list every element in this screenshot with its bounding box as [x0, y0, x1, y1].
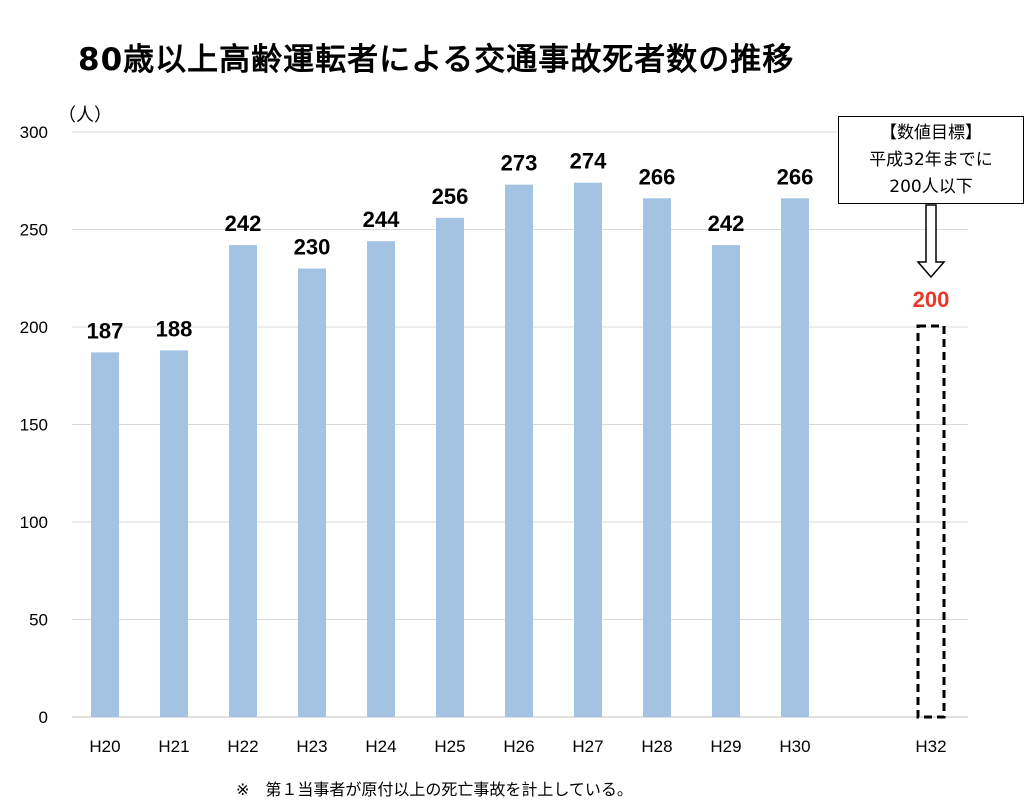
- data-label-H25: 256: [432, 184, 469, 209]
- data-label-H27: 274: [570, 149, 607, 174]
- x-tick-label-H23: H23: [296, 737, 327, 756]
- data-label-H23: 230: [294, 235, 331, 260]
- x-tick-label-H32: H32: [915, 737, 946, 756]
- bar-chart: 0 50 100 150 200 250 300 187 H20 188 H21 242 H22 230 H…: [20, 123, 968, 756]
- bar-H22: [229, 245, 257, 717]
- x-tick-label-H30: H30: [779, 737, 810, 756]
- bar-H29: [712, 245, 740, 717]
- y-tick-label-250: 250: [20, 221, 48, 240]
- data-label-H30: 266: [777, 164, 814, 189]
- x-tick-label-H25: H25: [434, 737, 465, 756]
- y-tick-label-200: 200: [20, 318, 48, 337]
- data-label-H26: 273: [501, 151, 538, 176]
- data-label-H24: 244: [363, 207, 400, 232]
- y-tick-label-0: 0: [39, 708, 48, 727]
- x-tick-label-H28: H28: [641, 737, 672, 756]
- target-value-label: 200: [913, 287, 950, 312]
- footnote: ※ 第１当事者が原付以上の死亡事故を計上している。: [236, 780, 633, 799]
- x-tick-label-H21: H21: [158, 737, 189, 756]
- data-label-H29: 242: [708, 211, 745, 236]
- data-label-H22: 242: [225, 211, 262, 236]
- bar-H24: [367, 241, 395, 717]
- bar-H30: [781, 198, 809, 718]
- y-tick-label-50: 50: [29, 611, 48, 630]
- bar-H23: [298, 268, 326, 717]
- target-bar-H32: [916, 324, 946, 719]
- chart-title: 80歳以上高齢運転者による交通事故死者数の推移: [78, 42, 795, 78]
- target-callout-line2: 平成32年までに: [869, 150, 993, 170]
- bar-H26: [505, 184, 533, 717]
- target-callout-line3: 200人以下: [889, 177, 973, 197]
- y-tick-label-150: 150: [20, 416, 48, 435]
- down-arrow-icon: [916, 204, 946, 279]
- x-tick-label-H27: H27: [572, 737, 603, 756]
- x-tick-label-H20: H20: [89, 737, 120, 756]
- y-tick-label-300: 300: [20, 123, 48, 142]
- x-tick-label-H22: H22: [227, 737, 258, 756]
- bar-H28: [643, 198, 671, 718]
- x-tick-label-H29: H29: [710, 737, 741, 756]
- bar-H20: [91, 352, 119, 717]
- y-tick-label-100: 100: [20, 513, 48, 532]
- data-label-H21: 188: [156, 316, 193, 341]
- data-label-H20: 187: [87, 318, 124, 343]
- bar-H27: [574, 182, 602, 717]
- data-label-H28: 266: [639, 164, 676, 189]
- x-tick-label-H26: H26: [503, 737, 534, 756]
- bar-H21: [160, 350, 188, 717]
- target-callout-box: 【数値目標】 平成32年までに 200人以下: [838, 116, 1024, 204]
- x-tick-label-H24: H24: [365, 737, 396, 756]
- target-callout-heading: 【数値目標】: [880, 123, 982, 143]
- bar-H25: [436, 217, 464, 718]
- y-axis-unit-label: （人）: [58, 105, 112, 126]
